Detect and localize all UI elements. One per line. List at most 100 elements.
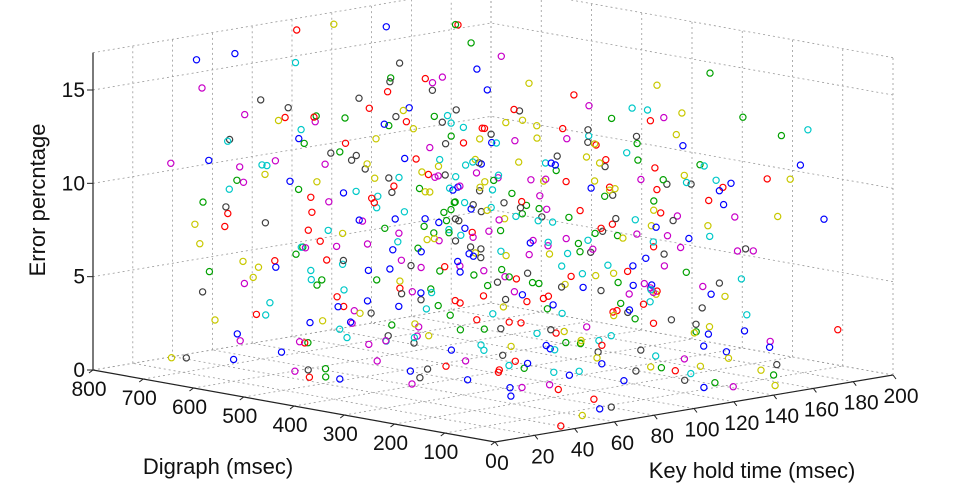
data-point — [223, 137, 232, 145]
data-point — [451, 20, 460, 29]
data-point — [371, 174, 379, 182]
data-point — [510, 105, 518, 114]
data-point — [548, 218, 557, 226]
data-point — [576, 339, 585, 348]
data-point — [261, 170, 269, 179]
y-tick-mark — [339, 414, 345, 419]
data-point — [254, 263, 263, 271]
data-point — [417, 289, 425, 297]
x-tick-mark — [693, 408, 698, 413]
data-point — [522, 201, 531, 210]
data-point — [578, 270, 587, 278]
data-point — [373, 357, 381, 365]
data-point — [333, 293, 341, 301]
data-point — [554, 385, 563, 394]
y-tick-label: 400 — [272, 414, 307, 437]
data-point — [338, 229, 347, 238]
data-point — [240, 110, 249, 119]
data-point — [425, 332, 433, 340]
data-point — [687, 180, 695, 188]
data-point — [324, 226, 332, 235]
data-point — [551, 161, 560, 169]
floor-grid-line — [212, 349, 615, 423]
data-point — [263, 161, 271, 170]
data-point — [467, 39, 475, 47]
data-point — [408, 380, 416, 388]
data-point — [426, 188, 434, 196]
data-point — [575, 367, 583, 375]
data-point — [497, 52, 505, 61]
data-point — [386, 77, 394, 86]
data-point — [619, 234, 627, 242]
data-point — [595, 159, 604, 167]
data-point — [507, 392, 515, 400]
data-point — [297, 243, 305, 251]
x-tick-mark — [614, 421, 618, 427]
data-point — [388, 188, 396, 197]
data-point — [786, 175, 794, 183]
data-point — [396, 277, 404, 285]
data-point — [592, 141, 600, 149]
data-point — [257, 96, 265, 104]
data-point — [497, 325, 505, 333]
data-point — [652, 223, 660, 231]
data-point — [669, 216, 677, 225]
tick-layer: 0 20 40 60 80 100 120 140 160 180 2000100200300400… — [62, 79, 919, 475]
data-point — [660, 113, 668, 122]
data-point — [652, 352, 660, 360]
data-point — [340, 286, 348, 294]
data-point — [515, 158, 523, 166]
data-point — [493, 278, 502, 286]
data-point — [769, 371, 778, 379]
data-point — [629, 281, 637, 290]
data-point — [646, 116, 655, 125]
data-point — [454, 257, 462, 266]
data-point — [445, 225, 453, 234]
data-point — [336, 148, 344, 156]
data-point — [386, 265, 394, 273]
data-point — [489, 310, 497, 318]
data-point — [612, 214, 620, 223]
z-tick-label: 15 — [62, 79, 85, 102]
data-point — [632, 132, 641, 141]
data-point — [420, 222, 428, 231]
data-point — [653, 81, 661, 89]
data-point — [316, 237, 324, 245]
data-point — [690, 329, 699, 337]
data-point — [367, 309, 375, 317]
data-point — [820, 215, 828, 223]
y-tick-mark — [490, 441, 496, 446]
data-point — [605, 186, 614, 194]
data-point — [608, 220, 617, 228]
y-tick-label: 200 — [373, 432, 408, 455]
data-point — [221, 222, 229, 231]
y-tick-mark — [138, 378, 144, 383]
data-point — [685, 234, 693, 243]
data-point — [582, 153, 591, 161]
data-point — [637, 346, 645, 354]
data-point — [494, 368, 503, 376]
data-point — [409, 124, 418, 133]
data-point — [508, 189, 516, 198]
data-point — [391, 215, 399, 223]
data-point — [549, 301, 557, 309]
data-point — [741, 245, 750, 253]
data-point — [633, 139, 641, 148]
data-point — [423, 235, 431, 244]
x-tick-label: 100 — [684, 419, 719, 442]
back-wall-grid-line — [92, 209, 492, 278]
data-point — [467, 205, 475, 213]
data-point — [526, 239, 535, 247]
x-tick-label: 40 — [571, 439, 594, 462]
data-point — [374, 192, 382, 200]
data-point — [610, 311, 618, 320]
data-point — [313, 281, 321, 289]
data-point — [261, 219, 270, 227]
data-point — [539, 177, 548, 185]
data-point — [291, 58, 300, 67]
data-point — [459, 123, 468, 132]
data-point — [631, 315, 639, 323]
x-tick-label: 20 — [531, 445, 554, 468]
data-point — [604, 261, 612, 269]
data-point — [421, 188, 429, 196]
